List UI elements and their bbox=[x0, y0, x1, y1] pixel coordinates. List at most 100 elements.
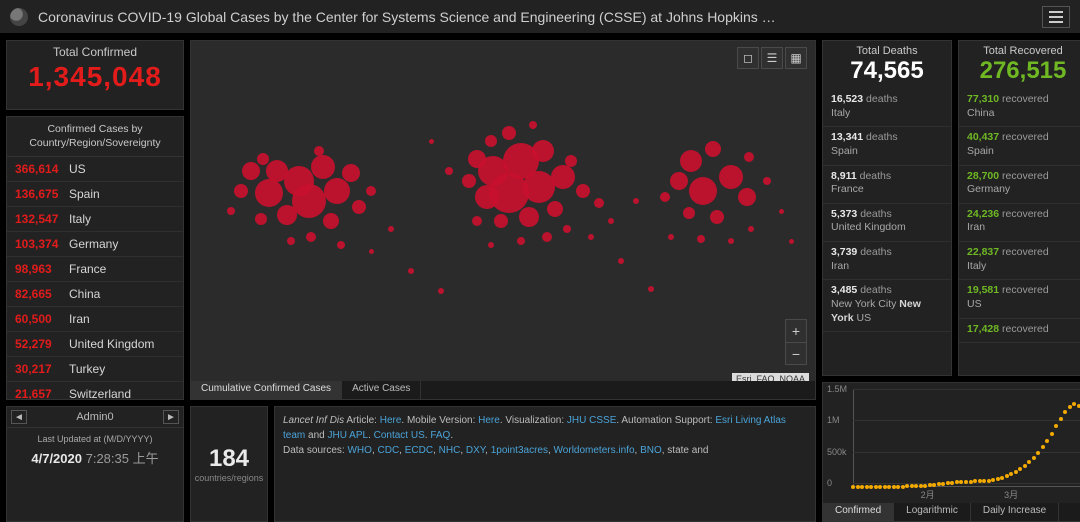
map-marker[interactable] bbox=[488, 242, 494, 248]
link-worldometers[interactable]: Worldometers.info bbox=[554, 445, 635, 456]
map-marker[interactable] bbox=[255, 179, 283, 207]
basemap-icon[interactable]: ▦ bbox=[785, 47, 807, 69]
map-marker[interactable] bbox=[748, 226, 754, 232]
map-marker[interactable] bbox=[763, 177, 771, 185]
admin-next-button[interactable]: ► bbox=[163, 410, 179, 424]
map-marker[interactable] bbox=[352, 200, 366, 214]
chart-tab[interactable]: Daily Increase bbox=[971, 503, 1059, 521]
link-article[interactable]: Here bbox=[380, 415, 402, 426]
map-marker[interactable] bbox=[576, 184, 590, 198]
map-marker[interactable] bbox=[563, 225, 571, 233]
link-cdc[interactable]: CDC bbox=[378, 445, 400, 456]
list-item[interactable]: 3,485 deathsNew York City New York US bbox=[823, 280, 951, 332]
list-item[interactable]: 28,700 recoveredGermany bbox=[959, 166, 1080, 204]
map-marker[interactable] bbox=[519, 207, 539, 227]
link-apl[interactable]: JHU APL bbox=[327, 430, 368, 441]
map-marker[interactable] bbox=[472, 216, 482, 226]
map-marker[interactable] bbox=[234, 184, 248, 198]
link-bno[interactable]: BNO bbox=[640, 445, 662, 456]
list-item[interactable]: 98,963France bbox=[7, 257, 183, 282]
map-marker[interactable] bbox=[608, 218, 614, 224]
map-marker[interactable] bbox=[689, 177, 717, 205]
map-marker[interactable] bbox=[494, 214, 508, 228]
map-marker[interactable] bbox=[779, 209, 784, 214]
list-item[interactable]: 5,373 deathsUnited Kingdom bbox=[823, 204, 951, 242]
link-mobile[interactable]: Here bbox=[478, 415, 500, 426]
map-marker[interactable] bbox=[789, 239, 794, 244]
map-marker[interactable] bbox=[311, 155, 335, 179]
map-marker[interactable] bbox=[277, 205, 297, 225]
map-marker[interactable] bbox=[485, 135, 497, 147]
map-marker[interactable] bbox=[408, 268, 414, 274]
map-marker[interactable] bbox=[257, 153, 269, 165]
map-marker[interactable] bbox=[618, 258, 624, 264]
list-item[interactable]: 132,547Italy bbox=[7, 207, 183, 232]
list-item[interactable]: 21,657Switzerland bbox=[7, 382, 183, 399]
map-marker[interactable] bbox=[517, 237, 525, 245]
map-marker[interactable] bbox=[255, 213, 267, 225]
map-marker[interactable] bbox=[648, 286, 654, 292]
map-marker[interactable] bbox=[337, 241, 345, 249]
map-marker[interactable] bbox=[292, 184, 326, 218]
list-item[interactable]: 82,665China bbox=[7, 282, 183, 307]
list-item[interactable]: 40,437 recoveredSpain bbox=[959, 127, 1080, 165]
zoom-in-button[interactable]: + bbox=[786, 320, 806, 342]
list-item[interactable]: 16,523 deathsItaly bbox=[823, 89, 951, 127]
map-marker[interactable] bbox=[588, 234, 594, 240]
map-tab[interactable]: Cumulative Confirmed Cases bbox=[191, 381, 342, 399]
list-item[interactable]: 24,236 recoveredIran bbox=[959, 204, 1080, 242]
map-marker[interactable] bbox=[710, 210, 724, 224]
map-marker[interactable] bbox=[633, 198, 639, 204]
map-marker[interactable] bbox=[697, 235, 705, 243]
map-marker[interactable] bbox=[683, 207, 695, 219]
map-panel[interactable]: ◻ ☰ ▦ + − Esri, FAO, NOAA Cumulative Con… bbox=[190, 40, 816, 400]
map-marker[interactable] bbox=[668, 234, 674, 240]
map-marker[interactable] bbox=[324, 178, 350, 204]
legend-icon[interactable]: ☰ bbox=[761, 47, 783, 69]
map-marker[interactable] bbox=[705, 141, 721, 157]
map-marker[interactable] bbox=[366, 186, 376, 196]
map-marker[interactable] bbox=[429, 139, 434, 144]
map-marker[interactable] bbox=[738, 188, 756, 206]
map-marker[interactable] bbox=[529, 121, 537, 129]
map-marker[interactable] bbox=[542, 232, 552, 242]
link-faq[interactable]: FAQ bbox=[430, 430, 450, 441]
zoom-out-button[interactable]: − bbox=[786, 342, 806, 364]
country-list-body[interactable]: 366,614US136,675Spain132,547Italy103,374… bbox=[7, 157, 183, 399]
link-dxy[interactable]: DXY bbox=[466, 445, 485, 456]
map-marker[interactable] bbox=[314, 146, 324, 156]
map-marker[interactable] bbox=[660, 192, 670, 202]
deaths-list[interactable]: 16,523 deathsItaly13,341 deathsSpain8,91… bbox=[823, 89, 951, 332]
map-marker[interactable] bbox=[306, 232, 316, 242]
map-marker[interactable] bbox=[594, 198, 604, 208]
map-marker[interactable] bbox=[342, 164, 360, 182]
bookmark-icon[interactable]: ◻ bbox=[737, 47, 759, 69]
map-marker[interactable] bbox=[445, 167, 453, 175]
map-marker[interactable] bbox=[242, 162, 260, 180]
map-marker[interactable] bbox=[547, 201, 563, 217]
map-marker[interactable] bbox=[475, 185, 499, 209]
map-marker[interactable] bbox=[388, 226, 394, 232]
map-marker[interactable] bbox=[680, 150, 702, 172]
map-marker[interactable] bbox=[438, 288, 444, 294]
map-marker[interactable] bbox=[670, 172, 688, 190]
list-item[interactable]: 366,614US bbox=[7, 157, 183, 182]
list-item[interactable]: 103,374Germany bbox=[7, 232, 183, 257]
map-marker[interactable] bbox=[287, 237, 295, 245]
map-tab[interactable]: Active Cases bbox=[342, 381, 421, 399]
map-marker[interactable] bbox=[532, 140, 554, 162]
map-marker[interactable] bbox=[551, 165, 575, 189]
map-marker[interactable] bbox=[502, 126, 516, 140]
link-viz[interactable]: JHU CSSE bbox=[567, 415, 616, 426]
list-item[interactable]: 17,428 recovered bbox=[959, 319, 1080, 344]
map-marker[interactable] bbox=[369, 249, 374, 254]
link-1p3a[interactable]: 1point3acres bbox=[491, 445, 548, 456]
link-ecdc[interactable]: ECDC bbox=[405, 445, 433, 456]
map-marker[interactable] bbox=[728, 238, 734, 244]
map-marker[interactable] bbox=[565, 155, 577, 167]
map-marker[interactable] bbox=[323, 213, 339, 229]
chart-tab[interactable]: Logarithmic bbox=[894, 503, 971, 521]
map-marker[interactable] bbox=[227, 207, 235, 215]
list-item[interactable]: 77,310 recoveredChina bbox=[959, 89, 1080, 127]
list-item[interactable]: 13,341 deathsSpain bbox=[823, 127, 951, 165]
